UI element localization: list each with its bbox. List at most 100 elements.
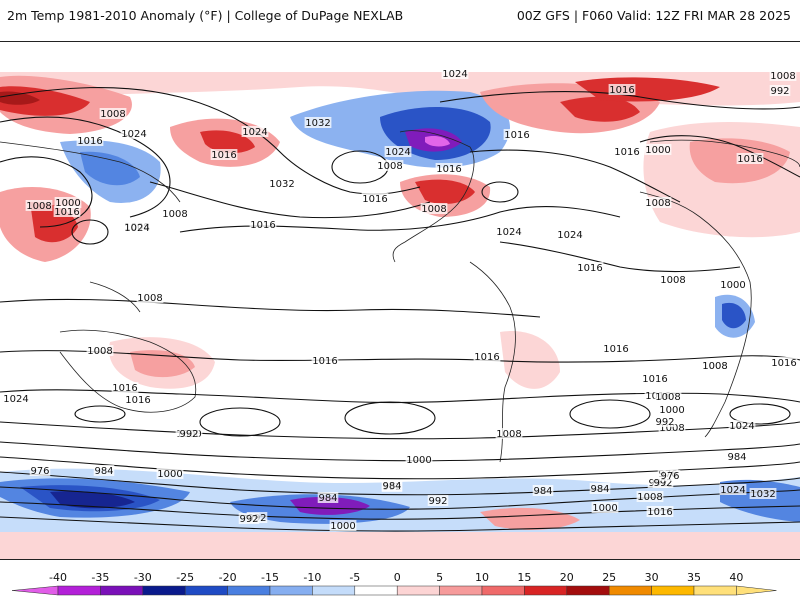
isobar-label: 1032 <box>750 489 775 500</box>
colorbar-tick-label: 40 <box>729 571 743 584</box>
isobar-label-bg <box>659 274 687 285</box>
isobar-label-bg <box>728 420 756 431</box>
isobar-label: 1032 <box>305 118 330 129</box>
isobar-label: 1016 <box>474 352 499 363</box>
isobar-label: 1016 <box>436 164 461 175</box>
isobar-label: 1016 <box>250 220 275 231</box>
isobar-label-bg <box>86 345 114 356</box>
isobar-label: 1024 <box>557 230 582 241</box>
colorbar-swatch <box>354 585 398 596</box>
isobar-label: 1000 <box>157 469 182 480</box>
isobar-label: 1000 <box>720 280 745 291</box>
isobar-label-bg <box>93 465 115 476</box>
isobar-label-bg <box>329 520 357 531</box>
isobar-label-bg <box>495 226 523 237</box>
colorbar-swatch <box>269 585 313 596</box>
colorbar-tick-labels: -40 -35 -30 -25 -20 -15 -10 -5 0 5 10 15 20 25 30 35 40 <box>49 571 743 584</box>
colorbar-tick-label: 10 <box>475 571 489 584</box>
isobar-label: 1008 <box>655 392 680 403</box>
isobar-label-bg <box>311 355 339 366</box>
isobar-label: 1016 <box>504 130 529 141</box>
isobar-label-bg <box>556 229 584 240</box>
isobar-label-bg <box>576 262 604 273</box>
isobar-label-bg <box>641 373 669 384</box>
isobar-label: 1008 <box>645 198 670 209</box>
coastlines <box>0 130 800 463</box>
isobar-label-bg <box>644 197 672 208</box>
isobar-label-bg <box>495 428 523 439</box>
isobar-label: 984 <box>727 452 746 463</box>
isobar-label-bg <box>636 491 664 502</box>
colorbar-tick-label: -10 <box>303 571 321 584</box>
isobar-label: 1016 <box>647 507 672 518</box>
isobar-label: 1008 <box>87 346 112 357</box>
colorbar-tick-label: 25 <box>602 571 616 584</box>
colorbar-tick-label: -15 <box>261 571 279 584</box>
isobar-label: 1000 <box>406 455 431 466</box>
isobar-label-bg <box>120 128 148 139</box>
colorbar-swatch <box>100 585 144 596</box>
isobar-label: 1016 <box>614 147 639 158</box>
isobar-label: 1016 <box>362 194 387 205</box>
isobar-label: 1008 <box>496 429 521 440</box>
isobar-label: 992 <box>653 478 672 489</box>
isobar-label: 1000 <box>55 198 80 209</box>
isobar-label: 1008 <box>659 423 684 434</box>
isobar-label: 992 <box>770 86 789 97</box>
isobar-label: 1008 <box>26 201 51 212</box>
isobar-label: 1016 <box>112 383 137 394</box>
isobar-label: 1000 <box>592 503 617 514</box>
isobar-label: 1000 <box>645 145 670 156</box>
isobar-label-bg <box>381 480 403 491</box>
colorbar-swatches <box>11 585 777 596</box>
isobar-label: 984 <box>382 481 401 492</box>
isobar-label-bg <box>654 416 676 427</box>
isobar-label: 1024 <box>720 485 745 496</box>
isobar-label-bg <box>646 506 674 517</box>
isobar-label: 1008 <box>137 293 162 304</box>
isobar-label-bg <box>420 203 448 214</box>
isobar-label-bg <box>608 84 636 95</box>
colorbar-tick-label: 20 <box>560 571 574 584</box>
isobar-label: 1000 <box>659 405 684 416</box>
isobar-label-bg <box>317 492 339 503</box>
isobar-label-bg <box>473 351 501 362</box>
isobar-label-bg <box>249 219 277 230</box>
model-run-info: 00Z GFS | F060 Valid: 12Z FRI MAR 28 202… <box>516 8 791 23</box>
isobar-label-bg <box>503 129 531 140</box>
isobar-label-bg <box>161 208 189 219</box>
isobar-label-bg <box>53 206 81 217</box>
isobar-label: 1016 <box>603 344 628 355</box>
isobar-label-bg <box>719 484 747 495</box>
isobar-label: 1024 <box>729 421 754 432</box>
isobar-label-bg <box>644 144 672 155</box>
isobar-label: 1024 <box>121 129 146 140</box>
colorbar-swatch <box>396 585 440 596</box>
isobar-label: 1024 <box>3 394 28 405</box>
isobar-label-bg <box>770 357 798 368</box>
colorbar-tick-label: 30 <box>645 571 659 584</box>
colorbar-swatch <box>227 585 271 596</box>
anomaly-map: 1024 1008 992 1016 1008 1016 1024 1024 1016 1032 1… <box>0 41 800 560</box>
isobar-label: 1008 <box>660 275 685 286</box>
isobar-label: 1024 <box>242 127 267 138</box>
colorbar-swatch <box>693 585 737 596</box>
isobar-labels: 1024 1008 992 1016 1008 1016 1024 1024 1016 1032 1… <box>2 68 798 532</box>
isobar-label: 992 <box>428 496 447 507</box>
isobar-label: 1016 <box>77 136 102 147</box>
isobar-label: 984 <box>94 466 113 477</box>
isobar-label: 1016 <box>125 395 150 406</box>
isobar-label: 1008 <box>377 161 402 172</box>
colorbar-swatch <box>481 585 525 596</box>
isobar-label-bg <box>749 488 777 499</box>
colorbar-swatch <box>524 585 568 596</box>
isobars <box>0 87 800 532</box>
isobar-label-bg <box>441 68 469 79</box>
isobar-label-bg <box>658 422 686 433</box>
isobar-label-bg <box>769 70 797 81</box>
colorbar-low-arrow <box>11 585 59 596</box>
isobar-label: 1024 <box>385 147 410 158</box>
isobar-label: 1008 <box>421 204 446 215</box>
isobar-label-bg <box>29 465 51 476</box>
colorbar-swatch <box>439 585 483 596</box>
